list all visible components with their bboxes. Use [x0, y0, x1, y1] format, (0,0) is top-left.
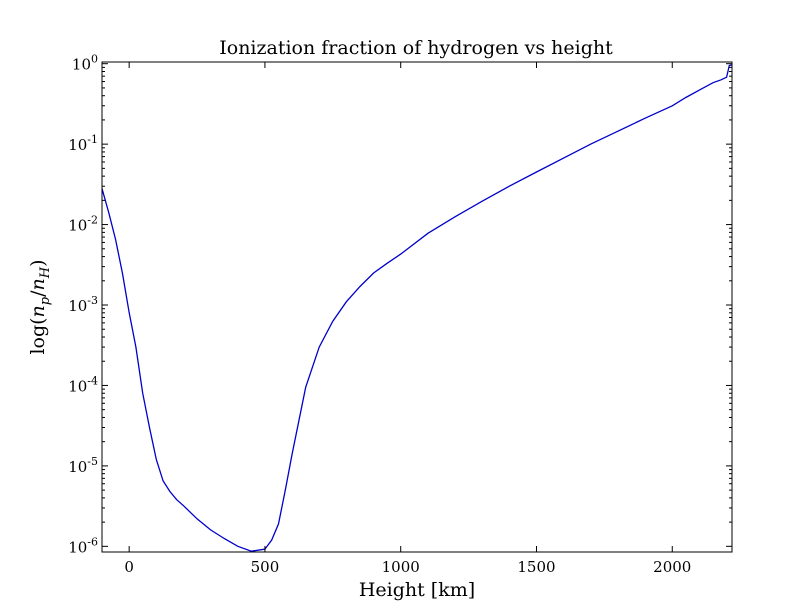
y-axis-label: log(np/nH): [27, 259, 53, 354]
x-axis-label: Height [km]: [359, 579, 475, 601]
series-line: [102, 64, 732, 552]
y-tick-label: 10-1: [68, 133, 98, 154]
x-tick-label: 0: [124, 558, 134, 576]
y-tick-label: 10-4: [68, 374, 98, 395]
x-tick-label: 1000: [382, 558, 420, 576]
y-tick-label: 10-6: [68, 535, 98, 556]
x-axis-ticks: 0 500 1000 1500 2000: [124, 62, 691, 576]
x-tick-label: 500: [251, 558, 280, 576]
x-tick-label: 2000: [653, 558, 691, 576]
chart-title: Ionization fraction of hydrogen vs heigh…: [219, 37, 613, 59]
plot-area: [102, 64, 732, 552]
y-tick-label: 10-3: [68, 294, 98, 315]
y-tick-label: 10-2: [68, 214, 98, 235]
y-tick-label: 10-5: [68, 455, 98, 476]
y-axis-ticks: 10-6 10-5 10-4 10-3 10-2 10-1 100: [68, 53, 732, 556]
x-tick-label: 1500: [517, 558, 555, 576]
y-tick-label: 100: [72, 53, 98, 74]
plot-frame: [101, 61, 733, 553]
